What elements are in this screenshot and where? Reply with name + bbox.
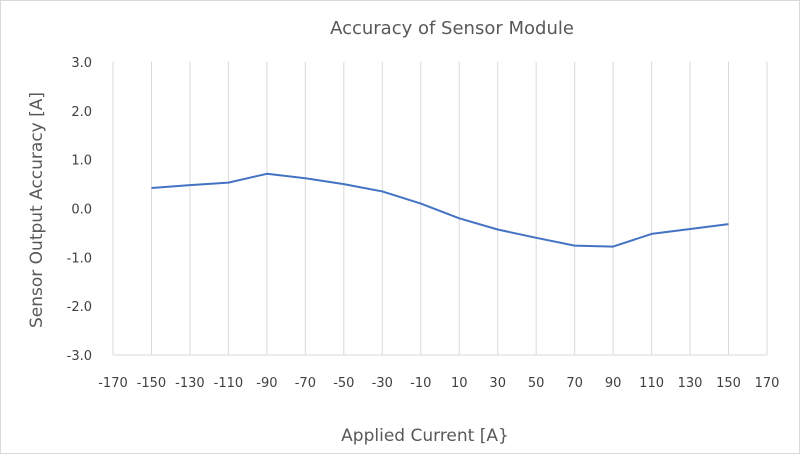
y-axis-title: Sensor Output Accuracy [A] bbox=[27, 92, 47, 328]
x-tick-label: -90 bbox=[256, 376, 277, 391]
x-tick-label: 90 bbox=[605, 376, 622, 391]
grid bbox=[112, 62, 768, 356]
x-tick-label: 110 bbox=[639, 376, 664, 391]
x-tick-label: -10 bbox=[410, 376, 431, 391]
x-tick-label: -30 bbox=[372, 376, 393, 391]
series bbox=[151, 172, 729, 248]
x-tick-label: 170 bbox=[755, 376, 780, 391]
series-line-0 bbox=[151, 172, 729, 248]
y-tick-label: 1.0 bbox=[71, 154, 92, 169]
x-tick-label: -150 bbox=[137, 376, 167, 391]
chart-title: Accuracy of Sensor Module bbox=[330, 18, 574, 39]
y-tick-label: 2.0 bbox=[71, 105, 92, 120]
x-tick-label: 130 bbox=[678, 376, 703, 391]
x-tick-label: -170 bbox=[98, 376, 128, 391]
y-tick-label: -2.0 bbox=[67, 300, 92, 315]
x-axis-ticks: -170 -150 -130 -110 -90 -70 -50 -30 -10 10 30 50 70 9… bbox=[98, 376, 779, 391]
x-axis-title: Applied Current [A} bbox=[341, 426, 509, 446]
x-tick-label: -130 bbox=[175, 376, 205, 391]
x-tick-label: -110 bbox=[214, 376, 244, 391]
x-tick-label: -50 bbox=[333, 376, 354, 391]
x-tick-label: 150 bbox=[716, 376, 741, 391]
x-tick-label: 50 bbox=[528, 376, 545, 391]
x-tick-label: 30 bbox=[489, 376, 506, 391]
y-tick-label: -1.0 bbox=[67, 251, 92, 266]
x-tick-label: -70 bbox=[295, 376, 316, 391]
x-tick-label: 10 bbox=[451, 376, 468, 391]
y-tick-label: -3.0 bbox=[67, 349, 92, 364]
y-tick-label: 3.0 bbox=[71, 56, 92, 71]
y-axis-ticks: 3.0 2.0 1.0 0.0 -1.0 -2.0 -3.0 bbox=[67, 56, 92, 364]
x-tick-label: 70 bbox=[566, 376, 583, 391]
y-tick-label: 0.0 bbox=[71, 203, 92, 218]
